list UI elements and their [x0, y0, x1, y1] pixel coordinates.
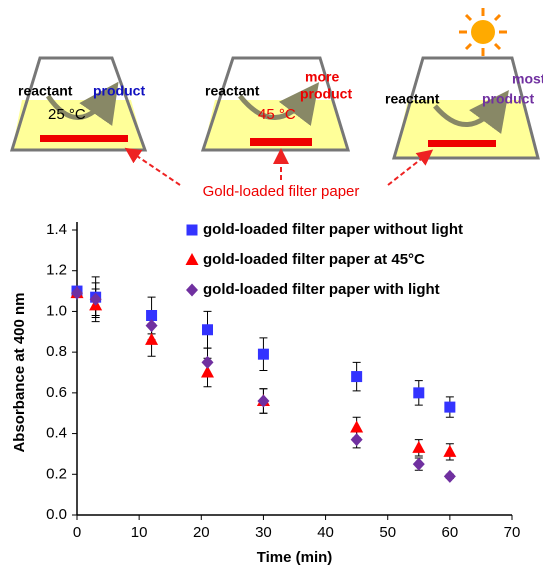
- y-tick-label: 0.0: [46, 506, 67, 523]
- x-tick-label: 40: [317, 524, 334, 541]
- x-tick-label: 10: [131, 524, 148, 541]
- data-point: [202, 356, 214, 369]
- y-tick-label: 1.0: [46, 302, 67, 319]
- data-point: [444, 402, 455, 413]
- legend-marker: [187, 225, 198, 236]
- y-tick-label: 0.2: [46, 465, 67, 482]
- y-tick-label: 0.6: [46, 384, 67, 401]
- data-point: [258, 349, 269, 360]
- flask-text: product: [93, 83, 145, 99]
- data-point: [350, 420, 363, 432]
- flask-text: more: [305, 69, 339, 85]
- flask-text: product: [482, 91, 534, 107]
- x-tick-label: 50: [379, 524, 396, 541]
- data-point: [351, 371, 362, 382]
- legend-label: gold-loaded filter paper at 45°C: [203, 251, 425, 268]
- data-point: [351, 433, 363, 446]
- legend-marker: [186, 253, 199, 265]
- pointer-arrows: [128, 150, 430, 185]
- flask-text: reactant: [385, 91, 440, 107]
- data-point: [412, 441, 425, 453]
- diagram-label: Gold-loaded filter paper: [203, 183, 360, 200]
- x-tick-label: 60: [442, 524, 459, 541]
- flask-1: [12, 58, 145, 150]
- legend-marker: [186, 284, 198, 297]
- legend-label: gold-loaded filter paper with light: [203, 281, 440, 298]
- data-point: [413, 458, 425, 471]
- data-point: [444, 470, 456, 483]
- y-axis-title: Absorbance at 400 nm: [11, 292, 28, 452]
- y-tick-label: 0.8: [46, 343, 67, 360]
- y-tick-label: 1.2: [46, 262, 67, 279]
- flask-text: 45 °C: [258, 106, 296, 123]
- data-point: [413, 387, 424, 398]
- figure: reactant product 25 °C reactant more pro…: [0, 0, 543, 568]
- data-point: [443, 445, 456, 457]
- legend-label: gold-loaded filter paper without light: [203, 221, 463, 238]
- flask-text: reactant: [18, 83, 73, 99]
- flask-text: 25 °C: [48, 106, 86, 123]
- flask-text: most: [512, 71, 543, 87]
- data-point: [202, 324, 213, 335]
- data-point: [146, 319, 158, 332]
- x-tick-label: 30: [255, 524, 272, 541]
- y-tick-label: 0.4: [46, 425, 67, 442]
- x-tick-label: 70: [504, 524, 521, 541]
- y-tick-label: 1.4: [46, 221, 67, 238]
- data-point: [145, 333, 158, 345]
- x-tick-label: 20: [193, 524, 210, 541]
- x-tick-label: 0: [73, 524, 81, 541]
- flask-text: product: [300, 86, 352, 102]
- sun-icon: [459, 8, 507, 56]
- x-axis-title: Time (min): [257, 549, 333, 566]
- flask-text: reactant: [205, 83, 260, 99]
